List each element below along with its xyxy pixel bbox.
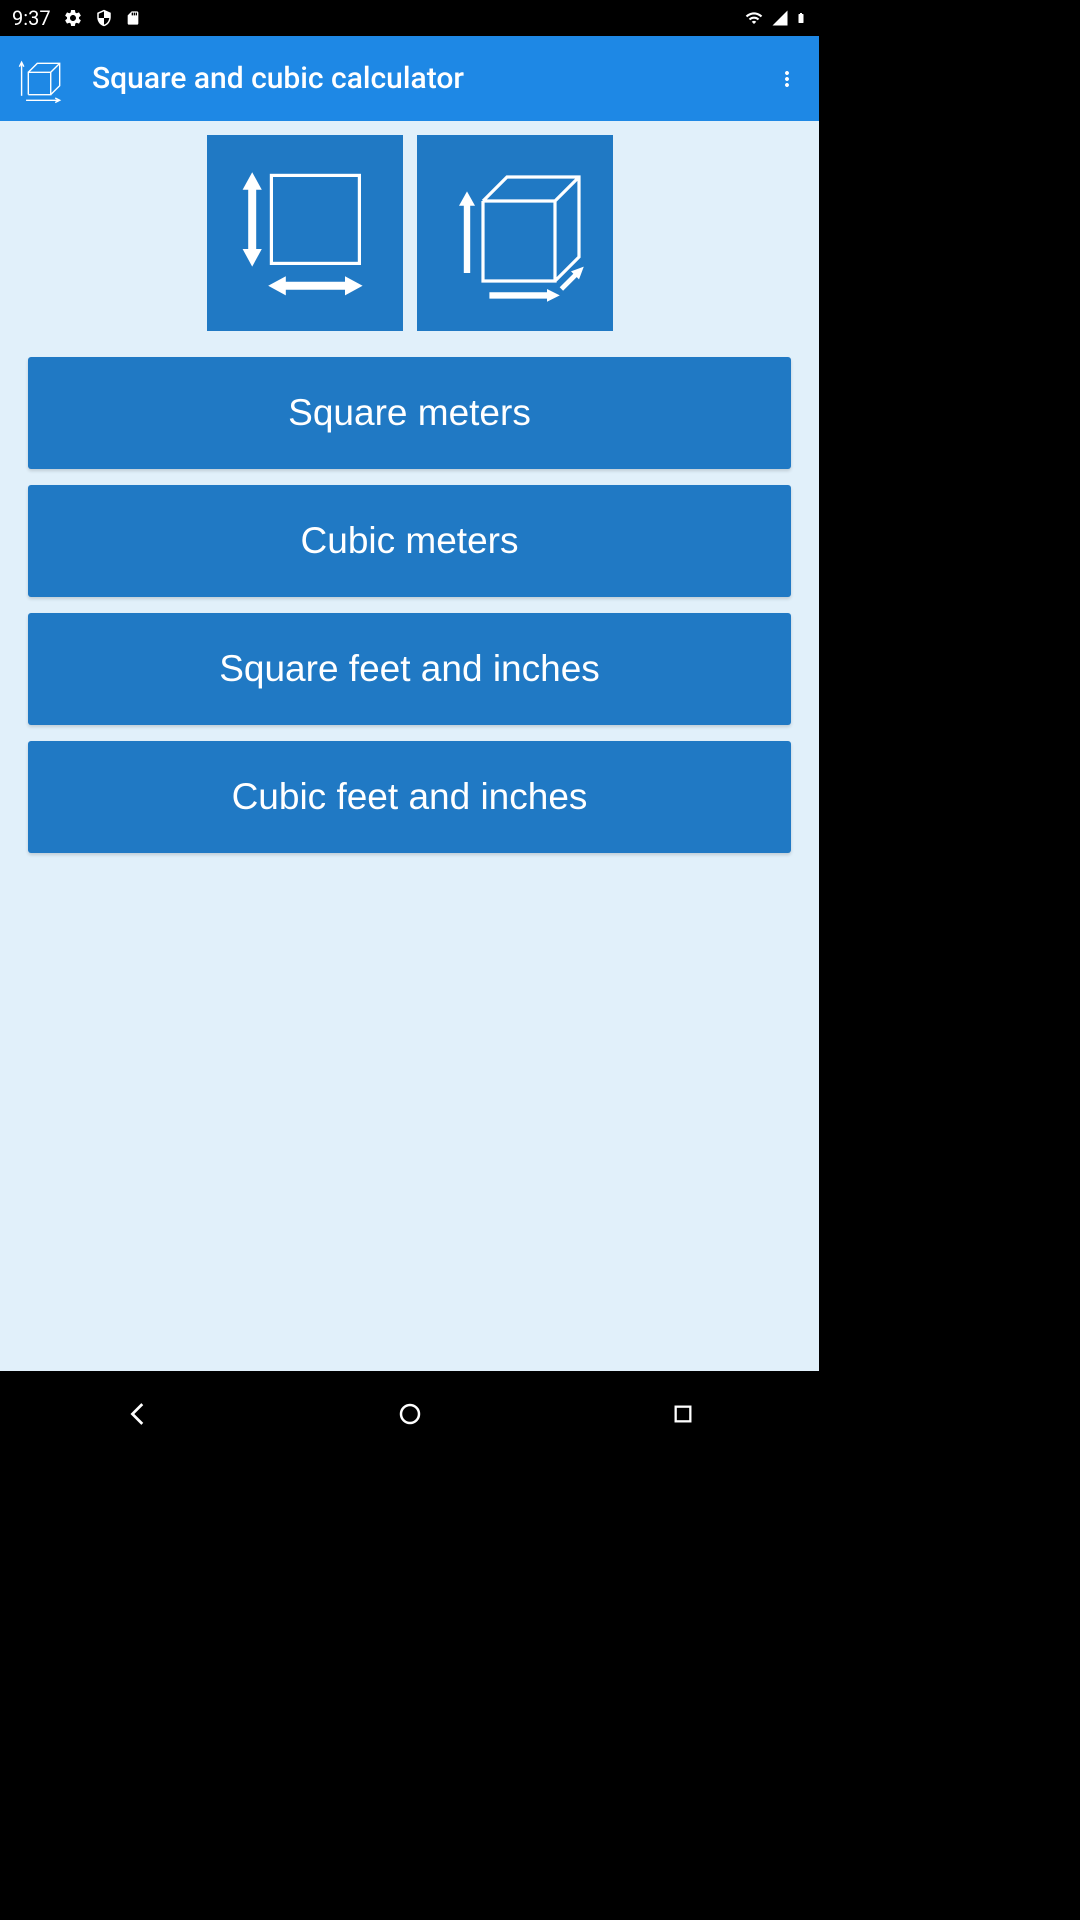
recent-icon[interactable] (659, 1390, 707, 1438)
square-feet-button[interactable]: Square feet and inches (28, 613, 791, 725)
back-icon[interactable] (113, 1390, 161, 1438)
home-icon[interactable] (386, 1390, 434, 1438)
square-meters-button[interactable]: Square meters (28, 357, 791, 469)
content-area: Square meters Cubic meters Square feet a… (0, 121, 819, 1371)
cube-volume-tile (417, 135, 613, 331)
shield-icon (95, 8, 113, 28)
cubic-feet-button[interactable]: Cubic feet and inches (28, 741, 791, 853)
square-area-tile (207, 135, 403, 331)
wifi-icon (743, 9, 765, 27)
nav-bar (0, 1371, 819, 1456)
hero-row (28, 135, 791, 331)
battery-icon (795, 8, 807, 28)
more-icon[interactable] (769, 61, 805, 97)
status-right (743, 8, 807, 28)
app-logo-icon (14, 49, 74, 109)
settings-icon (63, 8, 83, 28)
app-title: Square and cubic calculator (92, 61, 769, 96)
sd-card-icon (125, 8, 141, 28)
cubic-meters-button[interactable]: Cubic meters (28, 485, 791, 597)
signal-icon (771, 9, 789, 27)
status-left: 9:37 (12, 6, 141, 30)
app-bar: Square and cubic calculator (0, 36, 819, 121)
status-time: 9:37 (12, 6, 51, 30)
status-bar: 9:37 (0, 0, 819, 36)
